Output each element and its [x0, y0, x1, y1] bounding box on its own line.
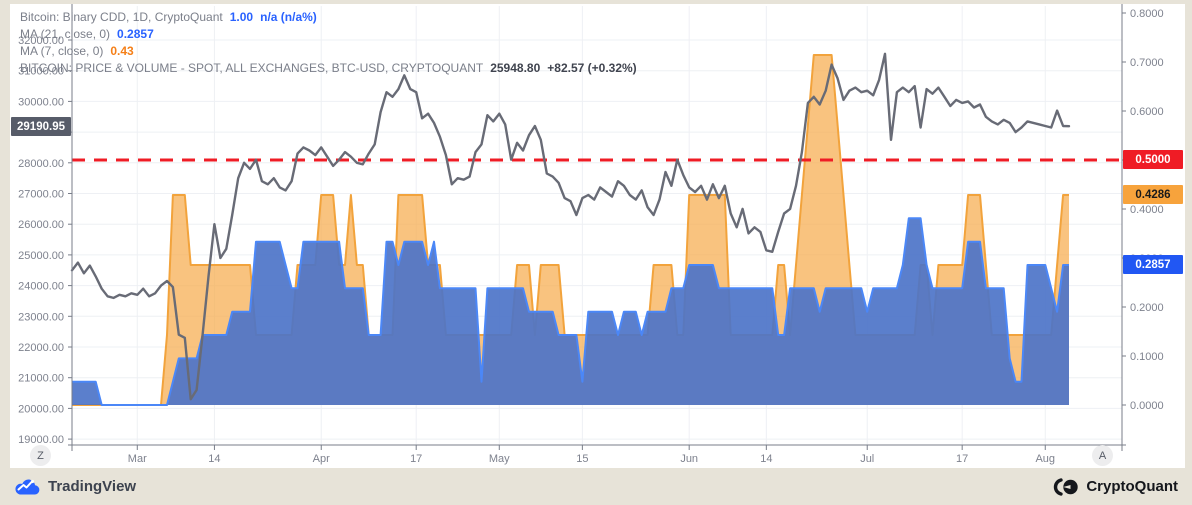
right-badge-0: 0.5000: [1123, 150, 1183, 169]
tradingview-logo[interactable]: TradingView: [14, 477, 136, 496]
svg-text:0.4000: 0.4000: [1130, 204, 1164, 216]
svg-text:Jul: Jul: [860, 453, 874, 465]
chart-panel: 32000.0031000.0030000.0029000.0028000.00…: [10, 4, 1185, 468]
svg-text:24000.00: 24000.00: [18, 281, 64, 293]
svg-text:22000.00: 22000.00: [18, 342, 64, 354]
svg-text:31000.00: 31000.00: [18, 66, 64, 78]
right-badge-2: 0.2857: [1123, 255, 1183, 274]
svg-text:0.6000: 0.6000: [1130, 106, 1164, 118]
svg-text:26000.00: 26000.00: [18, 219, 64, 231]
svg-text:Mar: Mar: [128, 453, 147, 465]
cryptoquant-mark-icon: [1054, 477, 1079, 496]
svg-text:20000.00: 20000.00: [18, 403, 64, 415]
svg-text:21000.00: 21000.00: [18, 373, 64, 385]
cryptoquant-label: CryptoQuant: [1086, 478, 1178, 495]
svg-text:0.7000: 0.7000: [1130, 57, 1164, 69]
svg-text:17: 17: [410, 453, 422, 465]
svg-text:0.1000: 0.1000: [1130, 351, 1164, 363]
svg-text:0.8000: 0.8000: [1130, 8, 1164, 20]
svg-text:Apr: Apr: [313, 453, 330, 465]
svg-text:0.2000: 0.2000: [1130, 302, 1164, 314]
svg-text:19000.00: 19000.00: [18, 434, 64, 446]
right-badge-1: 0.4286: [1123, 185, 1183, 204]
svg-text:28000.00: 28000.00: [18, 158, 64, 170]
svg-text:0.0000: 0.0000: [1130, 400, 1164, 412]
left-scale-mode-button[interactable]: Z: [30, 445, 51, 466]
svg-text:27000.00: 27000.00: [18, 189, 64, 201]
right-value-axis[interactable]: 0.80000.70000.60000.50000.40000.30000.20…: [1121, 4, 1164, 451]
svg-text:32000.00: 32000.00: [18, 35, 64, 47]
ma21-area-series: [72, 217, 1069, 406]
svg-text:Aug: Aug: [1035, 453, 1055, 465]
svg-text:23000.00: 23000.00: [18, 311, 64, 323]
right-scale-mode-button[interactable]: A: [1092, 445, 1113, 466]
footer-bar: TradingView CryptoQuant: [0, 468, 1192, 505]
svg-text:15: 15: [576, 453, 588, 465]
chart-canvas[interactable]: 32000.0031000.0030000.0029000.0028000.00…: [10, 4, 1185, 468]
price-line-series: [70, 52, 1071, 401]
price-axis-badge: 29190.95: [11, 117, 71, 136]
left-price-axis[interactable]: 32000.0031000.0030000.0029000.0028000.00…: [18, 4, 73, 451]
tradingview-label: TradingView: [48, 478, 137, 495]
svg-text:30000.00: 30000.00: [18, 96, 64, 108]
cryptoquant-logo[interactable]: CryptoQuant: [1051, 477, 1178, 496]
svg-text:14: 14: [208, 453, 220, 465]
tradingview-cloud-icon: [15, 479, 40, 495]
svg-text:25000.00: 25000.00: [18, 250, 64, 262]
svg-text:May: May: [489, 453, 510, 465]
x-time-axis[interactable]: Mar 14 Apr 17 May 15 Jun 14 Jul 17 Aug: [68, 444, 1126, 465]
svg-text:Jun: Jun: [680, 453, 698, 465]
svg-text:14: 14: [760, 453, 772, 465]
svg-text:17: 17: [956, 453, 968, 465]
